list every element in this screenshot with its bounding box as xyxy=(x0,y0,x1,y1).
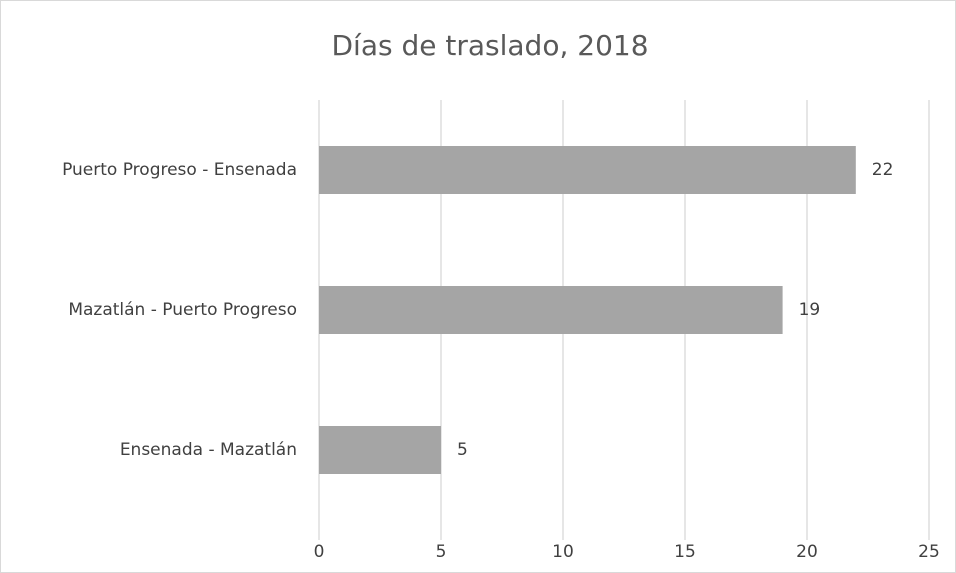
y-tick-label: Ensenada - Mazatlán xyxy=(120,440,297,460)
x-tick-label: 10 xyxy=(552,542,574,562)
data-label: 5 xyxy=(457,440,468,460)
y-tick-label: Mazatlán - Puerto Progreso xyxy=(68,300,297,320)
x-tick-label: 0 xyxy=(314,542,325,562)
data-label: 22 xyxy=(872,160,894,180)
bar xyxy=(319,286,783,334)
x-tick-label: 15 xyxy=(674,542,696,562)
x-tick-label: 5 xyxy=(436,542,447,562)
x-tick-label: 20 xyxy=(796,542,818,562)
chart-title: Días de traslado, 2018 xyxy=(331,29,648,62)
x-tick-label: 25 xyxy=(918,542,940,562)
data-label: 19 xyxy=(799,300,821,320)
bar xyxy=(319,146,856,194)
y-tick-label: Puerto Progreso - Ensenada xyxy=(62,160,297,180)
bar xyxy=(319,426,441,474)
